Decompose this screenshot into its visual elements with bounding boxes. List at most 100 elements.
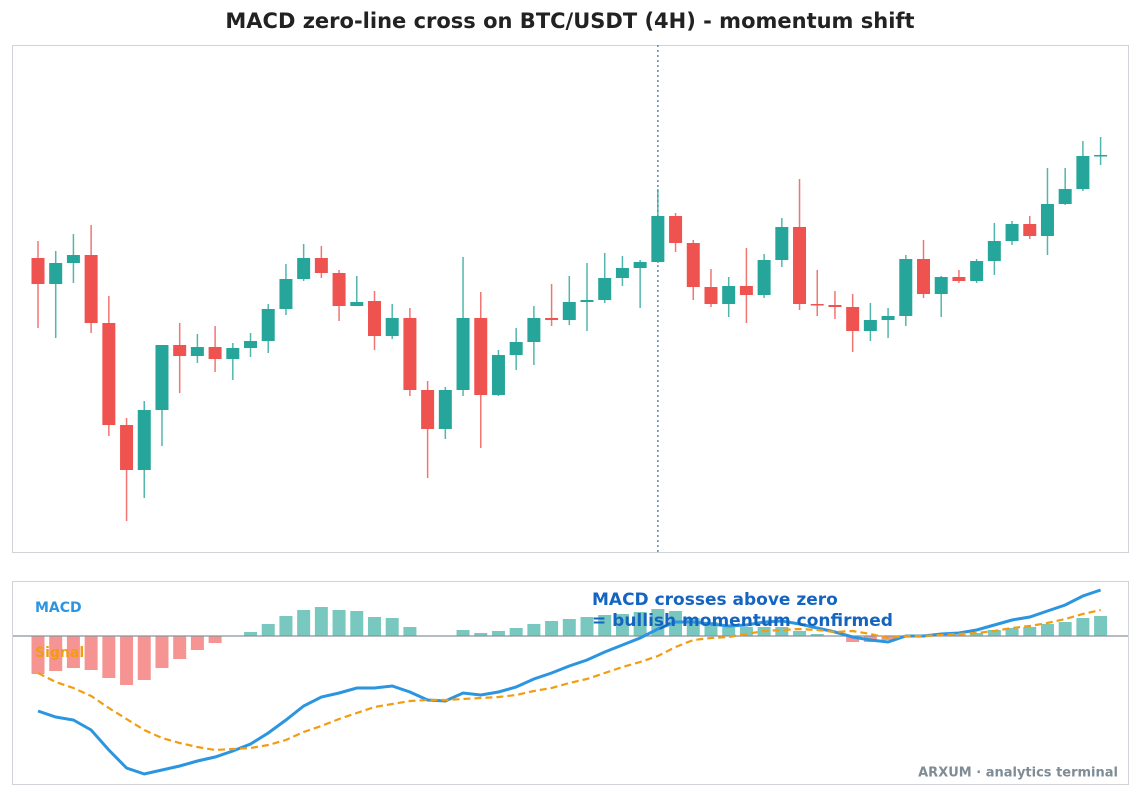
candle-body xyxy=(651,216,665,262)
histogram-bar xyxy=(1040,624,1054,636)
histogram-bar xyxy=(474,633,488,636)
candle-body xyxy=(385,318,399,336)
histogram-bar xyxy=(509,628,523,636)
legend-label: MACD xyxy=(35,600,82,616)
candle-body xyxy=(279,279,293,309)
candle-body xyxy=(686,243,700,287)
histogram-bar xyxy=(102,636,116,678)
candle-body xyxy=(810,304,824,306)
histogram-bar xyxy=(208,636,222,643)
candle-body xyxy=(120,425,134,470)
macd-panel xyxy=(12,581,1129,785)
histogram-bar xyxy=(970,633,984,636)
candle-body xyxy=(350,302,364,306)
annotation-arrow xyxy=(659,622,671,630)
candle-body xyxy=(562,302,576,320)
candle-body xyxy=(793,227,807,304)
annotation: = bullish momentum confirmed xyxy=(592,611,893,631)
histogram-bar xyxy=(350,611,364,636)
histogram-bar xyxy=(775,627,789,636)
histogram-bar xyxy=(1058,622,1072,636)
candle-body xyxy=(314,258,328,273)
histogram-bar xyxy=(385,618,399,636)
candle-body xyxy=(846,307,860,331)
histogram-bar xyxy=(190,636,204,650)
histogram-bar xyxy=(84,636,98,670)
candle-body xyxy=(66,255,80,263)
candle-body xyxy=(669,216,683,243)
candle-body xyxy=(244,341,258,348)
histogram-bar xyxy=(31,636,45,674)
candle-body xyxy=(1023,224,1037,236)
histogram-bar xyxy=(1023,627,1037,636)
candle-body xyxy=(474,318,488,395)
histogram-bar xyxy=(1005,628,1019,636)
candle-body xyxy=(84,255,98,323)
histogram-bar xyxy=(49,636,63,671)
candle-body xyxy=(173,345,187,356)
histogram-bar xyxy=(120,636,134,685)
candle-body xyxy=(952,277,966,281)
histogram-bar xyxy=(545,621,559,636)
candle-body xyxy=(899,259,913,316)
macd-line xyxy=(37,588,1102,776)
legend-label: Signal xyxy=(35,645,84,661)
histogram-bar xyxy=(491,631,505,636)
chart-title: MACD zero-line cross on BTC/USDT (4H) - … xyxy=(225,9,914,33)
candle-body xyxy=(403,318,417,390)
candle-body xyxy=(881,316,895,320)
candle-body xyxy=(190,347,204,356)
candle-body xyxy=(633,262,647,268)
histogram-bar xyxy=(527,624,541,636)
candle-body xyxy=(1058,189,1072,204)
candle-body xyxy=(208,347,222,359)
footer: ARXUM · analytics terminal xyxy=(918,766,1118,781)
candle-body xyxy=(934,277,948,294)
histogram-bar xyxy=(987,630,1001,636)
candle-body xyxy=(332,273,346,306)
candle-body xyxy=(1094,155,1108,157)
histogram-bar xyxy=(367,617,381,636)
candle-body xyxy=(704,287,718,304)
histogram-bar xyxy=(1076,618,1090,636)
histogram-bar xyxy=(793,631,807,636)
candle-body xyxy=(31,258,45,284)
candle-body xyxy=(297,258,311,279)
candle-body xyxy=(456,318,470,390)
histogram-bar xyxy=(739,627,753,636)
candle-body xyxy=(598,278,612,300)
candle-body xyxy=(421,390,435,429)
histogram-bar xyxy=(615,614,629,636)
candle-body xyxy=(102,323,116,425)
candle-body xyxy=(491,355,505,395)
histogram-bar xyxy=(456,630,470,636)
candle-body xyxy=(1040,204,1054,236)
candle-body xyxy=(226,348,240,359)
histogram-bar xyxy=(810,634,824,636)
histogram-bar xyxy=(1094,616,1108,636)
candle-body xyxy=(828,305,842,307)
candle-body xyxy=(527,318,541,342)
histogram-bar xyxy=(580,617,594,636)
candle-body xyxy=(261,309,275,341)
candle-body xyxy=(580,300,594,302)
candle-body xyxy=(545,318,559,320)
histogram-bar xyxy=(297,610,311,636)
annotation: MACD crosses above zero xyxy=(592,590,838,610)
candle-body xyxy=(863,320,877,331)
histogram-bar xyxy=(722,625,736,636)
candle-body xyxy=(757,260,771,295)
candle-body xyxy=(775,227,789,260)
histogram-bar xyxy=(66,636,80,668)
candle-body xyxy=(987,241,1001,261)
histogram-bar xyxy=(332,610,346,636)
price-panel xyxy=(12,45,1129,553)
candle-body xyxy=(49,263,63,284)
candle-body xyxy=(917,259,930,294)
histogram-bar xyxy=(244,632,258,636)
candle-body xyxy=(155,345,169,410)
histogram-bar xyxy=(173,636,187,659)
histogram-bar xyxy=(562,619,576,636)
candle-body xyxy=(615,268,629,278)
histogram-bar xyxy=(403,627,417,636)
